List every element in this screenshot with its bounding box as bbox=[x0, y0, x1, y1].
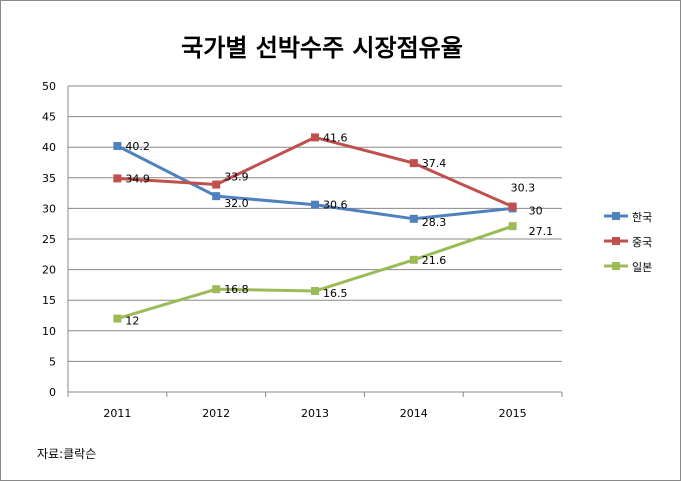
y-tick-label: 30 bbox=[42, 202, 56, 215]
data-label: 30.3 bbox=[511, 182, 535, 195]
y-tick-label: 0 bbox=[49, 386, 56, 399]
legend-marker bbox=[612, 212, 620, 220]
x-tick-label: 2013 bbox=[301, 407, 329, 420]
x-tick-label: 2014 bbox=[400, 407, 428, 420]
data-label: 21.6 bbox=[422, 254, 447, 267]
data-point bbox=[212, 180, 221, 189]
y-tick-label: 5 bbox=[49, 355, 56, 368]
data-label: 28.3 bbox=[422, 216, 447, 229]
series-line-중국 bbox=[117, 135, 514, 208]
data-label: 33.9 bbox=[224, 171, 249, 184]
data-label: 37.4 bbox=[422, 157, 447, 170]
data-label: 27.1 bbox=[529, 225, 554, 238]
data-point bbox=[311, 133, 319, 142]
data-label: 34.9 bbox=[125, 172, 149, 185]
data-point bbox=[409, 159, 418, 168]
y-tick-label: 20 bbox=[42, 264, 56, 277]
legend-label: 중국 bbox=[632, 236, 652, 249]
data-label: 41.6 bbox=[323, 131, 348, 144]
series-line-일본 bbox=[116, 224, 514, 320]
data-point bbox=[113, 314, 122, 323]
data-point bbox=[311, 287, 319, 296]
data-label: 30.6 bbox=[323, 199, 348, 212]
data-point bbox=[212, 285, 221, 294]
y-tick-label: 10 bbox=[42, 325, 56, 338]
data-label: 32.0 bbox=[224, 197, 249, 210]
y-tick-label: 45 bbox=[42, 111, 56, 124]
data-point bbox=[113, 174, 122, 183]
data-point bbox=[311, 200, 319, 209]
legend-label: 한국 bbox=[632, 211, 652, 224]
legend-marker bbox=[612, 262, 620, 270]
data-label: 16.5 bbox=[323, 287, 348, 300]
data-label: 12 bbox=[125, 315, 139, 328]
y-tick-label: 35 bbox=[42, 172, 56, 185]
data-label: 30 bbox=[529, 204, 543, 217]
data-point bbox=[508, 202, 517, 211]
data-label: 40.2 bbox=[125, 140, 149, 153]
y-tick-label: 40 bbox=[42, 141, 56, 154]
source-note: 자료:클락슨 bbox=[37, 447, 96, 461]
data-point bbox=[113, 141, 122, 150]
data-point bbox=[409, 214, 418, 223]
y-tick-label: 50 bbox=[42, 80, 56, 93]
legend-marker bbox=[612, 237, 620, 245]
grid: 0 5 10 15 20 25 30 35 40 45 50 2011 2012 2013 2014 2015 bbox=[42, 80, 563, 420]
y-tick-label: 15 bbox=[42, 294, 56, 307]
x-tick-label: 2015 bbox=[499, 407, 527, 420]
data-label: 16.8 bbox=[224, 283, 249, 296]
x-tick-label: 2011 bbox=[103, 407, 131, 420]
series-group: 40.2 32.0 30.6 28.3 30 34.9 33.9 41.6 37.4 30.3 12… bbox=[113, 131, 554, 328]
y-tick-label: 25 bbox=[42, 233, 56, 246]
data-point bbox=[409, 255, 418, 264]
chart-title: 국가별 선박수주 시장점유율 bbox=[181, 34, 463, 62]
data-point bbox=[212, 192, 221, 201]
x-tick-label: 2012 bbox=[202, 407, 230, 420]
data-point bbox=[508, 222, 517, 231]
legend-label: 일본 bbox=[632, 260, 652, 274]
